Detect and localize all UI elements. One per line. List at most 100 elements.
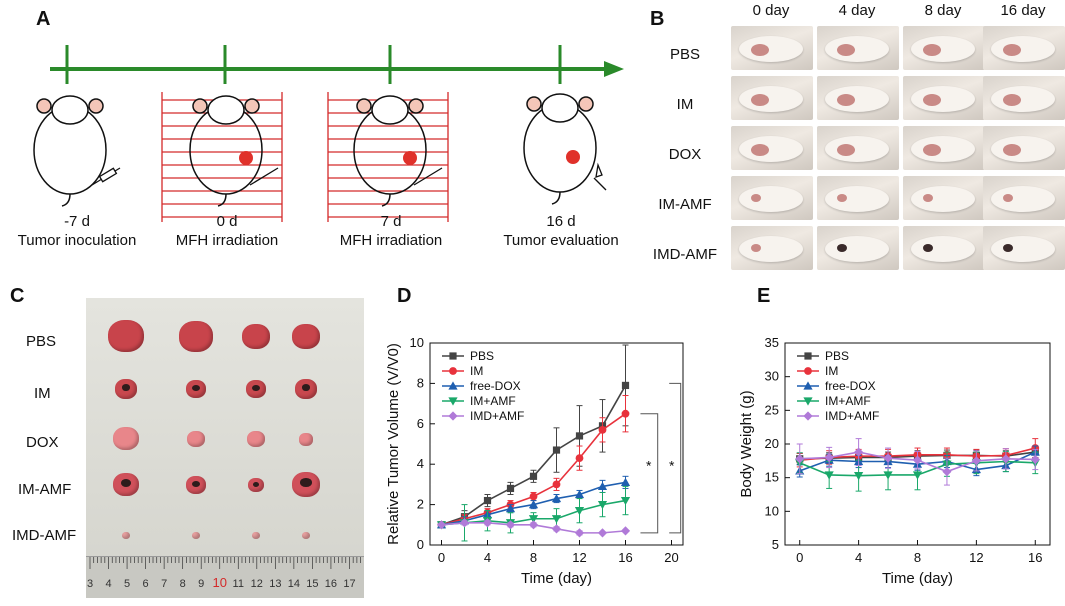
tumor-volume-chart: 0 4 8 12 16 20 0 2 4 6 8 10 Time (day) Relative Tumor…: [385, 335, 684, 587]
excised-tumor: [115, 379, 137, 399]
data-point: [551, 515, 562, 524]
data-point: [597, 501, 608, 510]
legend-label: free-DOX: [825, 379, 876, 393]
y-tick-label: 10: [410, 335, 424, 350]
data-point: [529, 472, 538, 480]
mouse-body: [911, 186, 975, 212]
data-point: [621, 381, 630, 390]
data-point: [528, 500, 539, 509]
timeline-label: 0 d MFH irradiation: [142, 212, 312, 250]
x-tick-label: 12: [969, 550, 983, 565]
ruler-number: 16: [325, 578, 337, 590]
tumor-site: [1003, 44, 1021, 56]
data-point: [505, 520, 516, 530]
data-point: [529, 492, 538, 501]
significance-star: *: [646, 457, 652, 473]
y-tick-label: 0: [417, 537, 424, 552]
excised-tumor: [246, 380, 266, 398]
tumor-site: [1003, 244, 1013, 252]
excised-tumor: [247, 431, 265, 448]
excised-tumor: [113, 427, 139, 451]
tumor-row-label: PBS: [26, 333, 57, 350]
mouse-photo: [903, 26, 985, 70]
tumor-site: [923, 94, 941, 106]
ruler-number: 15: [306, 578, 318, 590]
mouse-photo: [731, 226, 813, 270]
panel-a-timeline: [33, 45, 624, 222]
excised-tumor: [295, 379, 317, 399]
y-tick-label: 5: [772, 537, 779, 552]
legend-label: IMD+AMF: [470, 409, 524, 423]
y-tick-label: 10: [765, 503, 779, 518]
timeline-event: MFH irradiation: [339, 232, 443, 249]
significance-star: *: [669, 457, 675, 473]
mouse-photo: [731, 176, 813, 220]
y-axis-label: Relative Tumor Volume (V/V0): [385, 343, 402, 545]
excised-tumor: [192, 532, 200, 540]
mouse-photo: [731, 76, 813, 120]
mouse-photo: [983, 226, 1065, 270]
y-axis-label: Body Weight (g): [738, 390, 755, 497]
legend-label: IMD+AMF: [825, 409, 879, 423]
legend-marker: [448, 397, 458, 406]
mouse-body: [991, 236, 1055, 262]
x-axis-label: Time (day): [521, 570, 592, 587]
legend-marker: [449, 352, 457, 360]
mouse-body: [991, 86, 1055, 112]
excised-tumor: [186, 380, 206, 398]
mouse-body: [825, 186, 889, 212]
tumor-site: [923, 194, 933, 202]
y-tick-label: 20: [765, 436, 779, 451]
data-point: [620, 496, 631, 506]
data-point: [854, 447, 864, 457]
excised-tumor: [242, 324, 270, 350]
mouse-body: [739, 236, 803, 262]
photo-column-header: 4 day: [838, 2, 876, 19]
excised-tumor: [113, 473, 139, 497]
mouse-photo: [817, 176, 899, 220]
data-point: [621, 409, 630, 418]
y-tick-label: 30: [765, 369, 779, 384]
mouse-body: [825, 236, 889, 262]
mouse-illustration: [189, 95, 263, 207]
panel-c-letter: C: [10, 285, 25, 307]
data-point: [912, 471, 923, 480]
tumor-site: [751, 94, 769, 106]
mouse-body: [739, 136, 803, 162]
ruler-number: 14: [288, 578, 300, 590]
y-tick-label: 35: [765, 335, 779, 350]
data-point: [574, 507, 585, 516]
ruler-number: 3: [87, 578, 93, 590]
syringe-icon: [413, 167, 443, 186]
panel-e-letter: E: [757, 285, 771, 307]
syringe-icon: [91, 167, 121, 186]
mouse-body: [739, 36, 803, 62]
data-point: [528, 520, 539, 530]
legend-label: IM+AMF: [825, 394, 871, 408]
tumor-row-label: IM-AMF: [18, 481, 72, 498]
mouse-photo: [983, 76, 1065, 120]
tumor-site: [837, 244, 847, 252]
plot-frame: [429, 342, 684, 546]
x-tick-label: 4: [484, 550, 491, 565]
tumor-site: [923, 44, 941, 56]
mouse-body: [825, 36, 889, 62]
tumor-icon: [403, 151, 417, 165]
legend-marker: [803, 397, 813, 406]
timeline-label: 16 d Tumor evaluation: [476, 212, 646, 250]
data-point: [483, 496, 492, 505]
mouse-photo: [817, 226, 899, 270]
mouse-body: [739, 186, 803, 212]
mouse-photo: [731, 126, 813, 170]
legend-label: PBS: [470, 349, 494, 363]
y-tick-label: 2: [417, 497, 424, 512]
legend-label: IM+AMF: [470, 394, 516, 408]
mouse-photo: [731, 26, 813, 70]
data-point: [597, 481, 608, 491]
photo-row-label: IMD-AMF: [652, 246, 718, 263]
mouse-photo: [903, 176, 985, 220]
data-point: [598, 425, 607, 434]
tumor-site: [751, 44, 769, 56]
timeline-day: 16 d: [546, 213, 576, 230]
excised-tumor: [292, 472, 320, 498]
